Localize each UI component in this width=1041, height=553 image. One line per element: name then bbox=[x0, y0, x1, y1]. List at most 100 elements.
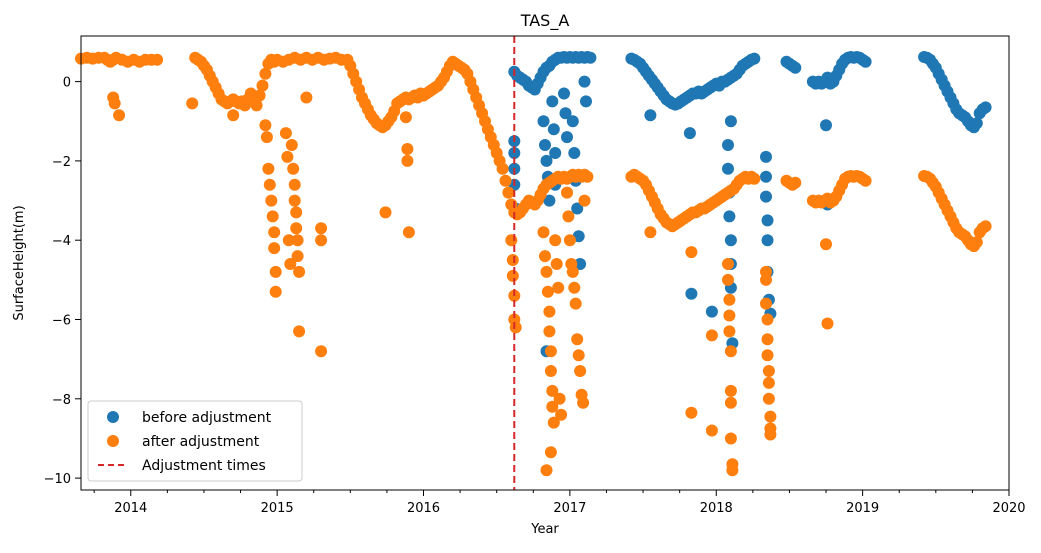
before-adjustment-point bbox=[537, 115, 550, 128]
after-adjustment-point bbox=[685, 246, 698, 259]
y-tick-label: 0 bbox=[63, 76, 71, 91]
after-adjustment-point bbox=[293, 325, 306, 338]
after-adjustment-point bbox=[151, 53, 164, 66]
y-tick-label: −6 bbox=[52, 314, 71, 329]
after-adjustment-point bbox=[789, 176, 802, 189]
after-adjustment-point bbox=[496, 162, 509, 175]
before-adjustment-point bbox=[540, 154, 553, 167]
before-adjustment-point bbox=[574, 258, 587, 270]
after-adjustment-point bbox=[761, 333, 774, 346]
after-adjustment-point bbox=[571, 333, 584, 346]
before-adjustment-point bbox=[722, 162, 734, 175]
after-adjustment-point bbox=[269, 285, 282, 298]
before-adjustment-point bbox=[559, 107, 572, 120]
after-adjustment-point bbox=[764, 410, 777, 423]
axes-frame bbox=[80, 35, 1010, 491]
after-adjustment-point bbox=[547, 416, 560, 429]
after-adjustment-point bbox=[544, 365, 557, 377]
after-adjustment-point bbox=[820, 238, 832, 251]
after-adjustment-point bbox=[543, 305, 556, 318]
legend-label-after: after adjustment bbox=[142, 434, 260, 450]
after-adjustment-point bbox=[290, 206, 303, 219]
after-adjustment-point bbox=[724, 396, 737, 409]
y-tick-label: −8 bbox=[52, 393, 71, 408]
after-adjustment-point bbox=[761, 349, 774, 362]
after-adjustment-point bbox=[724, 384, 737, 397]
after-adjustment-point bbox=[581, 170, 594, 183]
after-adjustment-point bbox=[227, 109, 240, 122]
x-tick-label: 2020 bbox=[992, 501, 1025, 516]
after-adjustment-point bbox=[250, 99, 263, 112]
after-adjustment-point bbox=[186, 97, 199, 110]
before-adjustment-point bbox=[546, 95, 559, 108]
after-adjustment-point bbox=[290, 222, 303, 235]
after-adjustment-point bbox=[288, 178, 301, 191]
after-adjustment-point bbox=[265, 194, 278, 207]
after-adjustment-point bbox=[402, 226, 415, 239]
after-adjustment-point bbox=[722, 258, 734, 270]
before-adjustment-point bbox=[723, 210, 736, 223]
after-adjustment-point bbox=[268, 226, 281, 239]
after-adjustment-point bbox=[723, 293, 736, 306]
x-tick-label: 2019 bbox=[846, 501, 879, 516]
y-axis-label: SurfaceHeight(m) bbox=[12, 205, 27, 320]
before-adjustment-point bbox=[543, 194, 556, 207]
after-adjustment-point bbox=[113, 109, 126, 122]
before-adjustment-point bbox=[584, 51, 597, 64]
after-adjustment-point bbox=[569, 297, 582, 310]
after-adjustment-point bbox=[705, 424, 718, 437]
after-adjustment-point bbox=[269, 265, 282, 278]
after-adjustment-point bbox=[285, 139, 298, 151]
after-adjustment-point bbox=[263, 178, 276, 191]
after-adjustment-point bbox=[291, 250, 304, 263]
before-adjustment-point bbox=[761, 234, 774, 247]
before-adjustment-point bbox=[760, 170, 772, 183]
after-adjustment-point bbox=[546, 400, 559, 413]
after-adjustment-point bbox=[379, 206, 392, 219]
after-adjustment-point bbox=[399, 111, 412, 124]
y-tick-label: −10 bbox=[44, 472, 71, 487]
after-adjustment-point bbox=[259, 119, 272, 132]
after-adjustment-point bbox=[253, 89, 266, 102]
before-adjustment-point bbox=[859, 55, 872, 68]
after-adjustment-point bbox=[821, 317, 834, 330]
after-adjustment-point bbox=[300, 91, 313, 104]
after-adjustment-point bbox=[566, 265, 579, 278]
after-adjustment-point bbox=[764, 428, 777, 441]
before-adjustment-point bbox=[644, 109, 657, 122]
after-adjustment-point bbox=[561, 186, 573, 199]
after-adjustment-point bbox=[572, 349, 585, 362]
x-axis: 2014 2015 2016 2017 2018 2019 2020 bbox=[93, 490, 1026, 516]
after-adjustment-point bbox=[540, 265, 553, 278]
legend-marker-before bbox=[107, 411, 119, 423]
after-adjustment-point bbox=[315, 222, 328, 235]
after-adjustment-point bbox=[540, 464, 553, 477]
after-adjustment-point bbox=[970, 236, 983, 249]
before-adjustment-point bbox=[568, 147, 581, 159]
after-adjustment-point bbox=[544, 446, 557, 459]
before-adjustment-point bbox=[970, 117, 983, 130]
before-adjustment-point bbox=[724, 115, 737, 128]
after-adjustment-point bbox=[553, 392, 566, 405]
legend-label-adjustment: Adjustment times bbox=[142, 458, 266, 474]
legend-box bbox=[87, 400, 303, 482]
after-adjustment-point bbox=[281, 150, 294, 163]
after-adjustment-point bbox=[762, 365, 775, 377]
after-adjustment-point bbox=[685, 406, 698, 419]
after-adjustment-point bbox=[256, 79, 269, 92]
before-adjustment-point bbox=[820, 119, 832, 132]
after-adjustment-point bbox=[563, 234, 576, 247]
after-adjustment-point bbox=[761, 313, 774, 326]
after-adjustment-point bbox=[505, 234, 518, 247]
after-adjustment-point bbox=[315, 345, 328, 358]
after-adjustment-point bbox=[550, 258, 563, 270]
before-adjustment-point bbox=[761, 214, 774, 227]
before-adjustment-point bbox=[705, 305, 718, 318]
after-adjustment-point bbox=[541, 285, 554, 298]
before-adjustment-point bbox=[558, 87, 570, 100]
after-adjustment-point bbox=[288, 194, 301, 207]
after-adjustment-point bbox=[539, 250, 551, 263]
after-adjustment-point bbox=[722, 273, 734, 286]
after-adjustment-point bbox=[979, 220, 992, 233]
